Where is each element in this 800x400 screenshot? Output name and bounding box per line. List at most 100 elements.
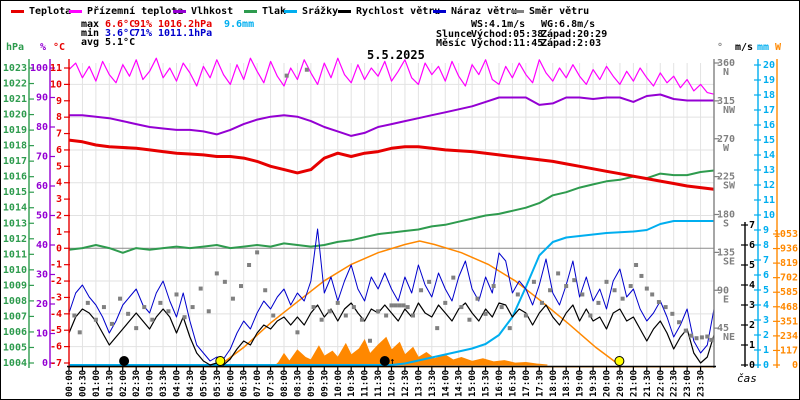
svg-text:-2: -2 (50, 276, 62, 287)
svg-text:10: 10 (763, 210, 775, 221)
legend-item-rychlost-v-tru: Rychlost větru (338, 6, 440, 18)
svg-text:08:00: 08:00 (280, 370, 290, 397)
legend-item-n-raz-v-tru: Náraz větru (433, 6, 517, 18)
stat-min-temp: 3.6°C (105, 28, 136, 39)
svg-text:18:30: 18:30 (562, 370, 572, 397)
svg-text:19:00: 19:00 (576, 370, 586, 397)
svg-text:20:00: 20:00 (603, 370, 613, 397)
svg-text:40: 40 (36, 240, 48, 251)
svg-text:m/s: m/s (735, 42, 753, 53)
svg-text:10: 10 (50, 79, 62, 90)
svg-text:02:30: 02:30 (132, 370, 142, 397)
sunrise-time: Východ:05:38 (471, 29, 544, 40)
svg-text:21:30: 21:30 (643, 370, 653, 397)
svg-text:-4: -4 (50, 309, 62, 320)
svg-text:1014: 1014 (3, 203, 27, 214)
series-sun-elevation-arc (219, 240, 620, 366)
moonset-time: Západ:2:03 (541, 38, 602, 49)
svg-text:1019: 1019 (3, 125, 27, 136)
x-axis-ticks: 00:00 00:30 01:00 01:30 02:00 02:30 03:00 03:30… (65, 366, 707, 397)
svg-text:-1: -1 (50, 260, 62, 271)
svg-text:1009: 1009 (3, 280, 27, 291)
svg-text:-5: -5 (50, 325, 62, 336)
stat-avg-label: avg (81, 37, 100, 48)
svg-text:NE: NE (723, 332, 735, 343)
svg-text:225: 225 (717, 172, 735, 183)
sun-moon-markers: ↑ (119, 356, 625, 367)
legend-label: Srážky (302, 6, 339, 17)
svg-text:45: 45 (717, 323, 729, 334)
stat-max-temp: 6.6°C (105, 19, 136, 30)
svg-text:15:00: 15:00 (468, 370, 478, 397)
svg-text:05:30: 05:30 (213, 370, 223, 397)
svg-text:04:00: 04:00 (173, 370, 183, 397)
svg-text:13: 13 (763, 165, 775, 176)
svg-text:04:30: 04:30 (186, 370, 196, 397)
legend-swatch (173, 9, 186, 13)
svg-text:819: 819 (780, 258, 798, 269)
svg-text:360: 360 (717, 58, 735, 69)
svg-text:1005: 1005 (3, 342, 27, 353)
chart-title-date: 5.5.2025 (367, 48, 425, 62)
svg-text:00:30: 00:30 (78, 370, 88, 397)
svg-text:%: % (40, 42, 46, 53)
svg-text:03:30: 03:30 (159, 370, 169, 397)
series-teplota-line (68, 138, 715, 191)
svg-text:NW: NW (723, 105, 736, 116)
sunset-time: Západ:20:29 (541, 29, 608, 40)
series-sr-ky-line (69, 220, 714, 366)
svg-text:1010: 1010 (3, 265, 27, 276)
series-rychlost-v-tru-line (68, 302, 715, 366)
svg-text:09:30: 09:30 (320, 370, 330, 397)
svg-text:20:30: 20:30 (616, 370, 626, 397)
svg-text:8: 8 (56, 112, 62, 123)
svg-text:1015: 1015 (3, 187, 27, 198)
svg-text:60: 60 (36, 181, 48, 192)
svg-text:9: 9 (56, 96, 62, 107)
svg-text:15: 15 (763, 135, 775, 146)
svg-text:19: 19 (763, 75, 775, 86)
svg-text:2: 2 (56, 211, 62, 222)
svg-text:1008: 1008 (3, 296, 27, 307)
svg-text:SE: SE (723, 256, 735, 267)
svg-text:90: 90 (36, 93, 48, 104)
svg-text:2: 2 (749, 320, 755, 331)
svg-text:1016: 1016 (3, 172, 27, 183)
svg-text:5: 5 (749, 260, 755, 271)
legend-label: Vlhkost (191, 6, 234, 17)
svg-text:18:00: 18:00 (549, 370, 559, 397)
legend-swatch (284, 9, 297, 13)
svg-text:12:30: 12:30 (401, 370, 411, 397)
svg-text:-3: -3 (50, 292, 62, 303)
svg-text:°C: °C (53, 42, 65, 53)
svg-text:17:00: 17:00 (522, 370, 532, 397)
svg-text:1053: 1053 (774, 229, 798, 240)
svg-text:117: 117 (780, 345, 798, 356)
svg-text:22:30: 22:30 (670, 370, 680, 397)
legend-label: Náraz větru (451, 6, 518, 17)
svg-text:7: 7 (749, 220, 755, 231)
svg-text:50: 50 (36, 211, 48, 222)
legend-item-p-zemn-teplota: Přízemní teplota (69, 6, 183, 18)
svg-text:30: 30 (36, 270, 48, 281)
series-solar-radiation-area (274, 336, 548, 366)
legend-swatch (433, 9, 446, 13)
svg-text:W: W (723, 143, 730, 154)
legend-label: Rychlost větru (356, 6, 441, 17)
svg-text:15:30: 15:30 (482, 370, 492, 397)
svg-text:W: W (775, 42, 782, 53)
moon-label: Měsíc (436, 38, 467, 49)
legend-item-sr-ky: Srážky (284, 6, 338, 18)
svg-text:0: 0 (749, 360, 755, 371)
stat-wind-speed: WS:4.1m/s (471, 19, 526, 30)
stat-max-humidity: 91% (134, 19, 153, 30)
svg-text:21:00: 21:00 (629, 370, 639, 397)
series-wind-direction-dots (72, 67, 714, 343)
svg-text:90: 90 (717, 285, 729, 296)
svg-text:234: 234 (780, 331, 798, 342)
stat-min-pressure: 1011.1hPa (158, 28, 213, 39)
svg-text:14:30: 14:30 (455, 370, 465, 397)
series-n-raz-v-tru-line (68, 228, 715, 362)
